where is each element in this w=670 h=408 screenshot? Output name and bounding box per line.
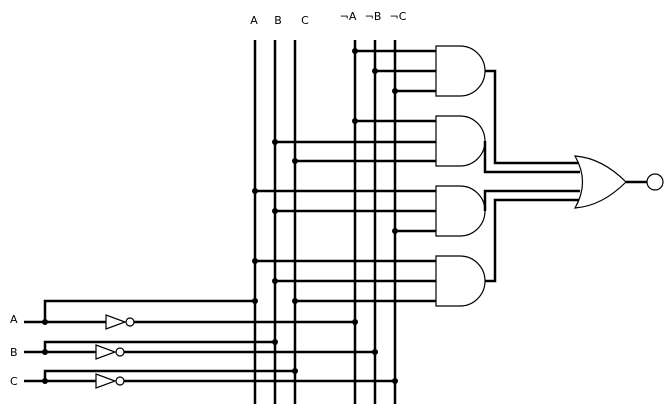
and-input-wires (255, 49, 437, 303)
and-output-wires (483, 69, 580, 283)
and-gate-4 (435, 255, 486, 307)
bus-label-not-c: ¬C (390, 10, 407, 23)
input-b-wiring (24, 340, 375, 360)
not-gate-b (95, 344, 117, 360)
input-label-c: C (10, 375, 18, 388)
bus-label-c: C (301, 14, 309, 27)
not-gate-c (95, 373, 117, 389)
bus-label-b: B (274, 14, 282, 27)
junction-dots (42, 48, 398, 384)
and-gate-1 (435, 45, 486, 97)
not-gate-a (105, 314, 127, 330)
vertical-bus-lines (253, 40, 397, 404)
input-label-a: A (10, 313, 18, 326)
output-inverter-bubble (646, 173, 664, 191)
input-a-wiring (24, 299, 355, 330)
input-c-wiring (24, 369, 395, 389)
bus-label-a: A (250, 14, 258, 27)
and-gate-2 (435, 115, 486, 167)
not-gate-a-bubble (125, 317, 135, 327)
or-gate (573, 155, 627, 209)
and-gate-3 (435, 185, 486, 237)
bus-label-not-b: ¬B (365, 10, 382, 23)
not-gate-b-bubble (115, 347, 125, 357)
input-label-b: B (10, 346, 18, 359)
not-gate-c-bubble (115, 376, 125, 386)
bus-label-not-a: ¬A (340, 10, 357, 23)
and-gates (435, 45, 486, 307)
